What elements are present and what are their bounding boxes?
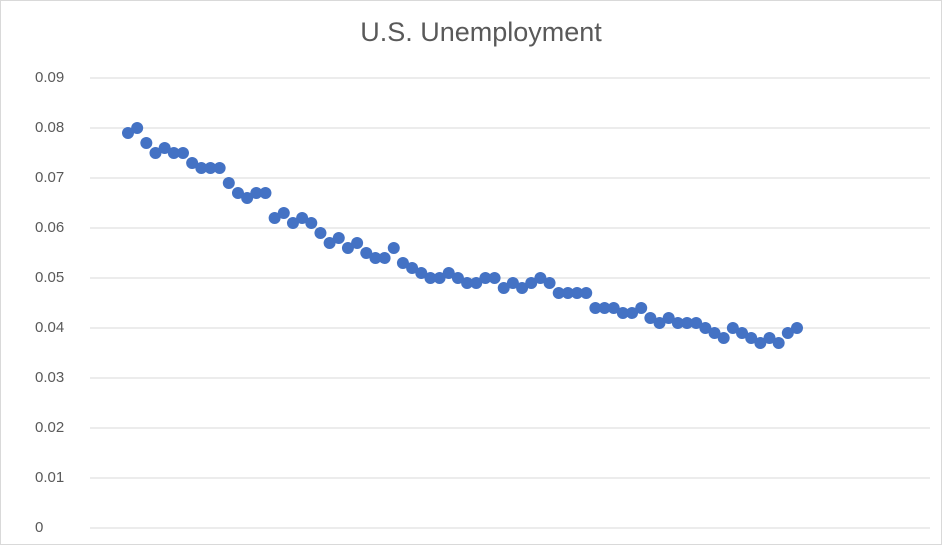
marker bbox=[360, 247, 373, 259]
marker bbox=[607, 302, 620, 314]
marker bbox=[488, 272, 501, 284]
marker bbox=[186, 157, 199, 169]
marker bbox=[204, 162, 217, 174]
y-tick-label: 0.02 bbox=[35, 419, 64, 436]
marker bbox=[506, 277, 519, 289]
y-tick-label: 0.05 bbox=[35, 269, 64, 286]
marker bbox=[754, 337, 767, 349]
marker bbox=[241, 192, 254, 204]
marker bbox=[131, 122, 144, 134]
marker bbox=[387, 242, 400, 254]
marker bbox=[497, 282, 510, 294]
marker bbox=[451, 272, 464, 284]
marker bbox=[681, 317, 694, 329]
marker bbox=[167, 147, 180, 159]
marker bbox=[534, 272, 547, 284]
marker bbox=[470, 277, 483, 289]
y-tick-label: 0.01 bbox=[35, 469, 64, 486]
marker bbox=[653, 317, 666, 329]
marker bbox=[396, 257, 409, 269]
y-tick-label: 0 bbox=[35, 519, 43, 536]
marker bbox=[543, 277, 556, 289]
marker bbox=[461, 277, 474, 289]
marker bbox=[772, 337, 785, 349]
marker bbox=[589, 302, 602, 314]
marker bbox=[140, 137, 153, 149]
marker bbox=[314, 227, 327, 239]
y-tick-label: 0.06 bbox=[35, 219, 64, 236]
marker bbox=[516, 282, 529, 294]
y-tick-label: 0.08 bbox=[35, 119, 64, 136]
marker bbox=[213, 162, 226, 174]
marker bbox=[745, 332, 758, 344]
marker bbox=[424, 272, 437, 284]
marker bbox=[525, 277, 538, 289]
marker bbox=[442, 267, 455, 279]
chart-title: U.S. Unemployment bbox=[360, 17, 602, 47]
y-tick-label: 0.07 bbox=[35, 169, 64, 186]
marker bbox=[122, 127, 134, 139]
marker bbox=[626, 307, 639, 319]
marker bbox=[726, 322, 739, 334]
y-tick-label: 0.04 bbox=[35, 319, 64, 336]
marker bbox=[580, 287, 593, 299]
marker bbox=[561, 287, 574, 299]
marker bbox=[635, 302, 648, 314]
marker bbox=[671, 317, 684, 329]
marker bbox=[351, 237, 364, 249]
marker bbox=[552, 287, 565, 299]
marker bbox=[305, 217, 318, 229]
marker bbox=[662, 312, 675, 324]
marker bbox=[736, 327, 749, 339]
marker bbox=[699, 322, 712, 334]
marker bbox=[268, 212, 281, 224]
marker bbox=[616, 307, 629, 319]
marker bbox=[341, 242, 354, 254]
marker bbox=[433, 272, 446, 284]
marker bbox=[277, 207, 290, 219]
marker bbox=[195, 162, 208, 174]
marker bbox=[644, 312, 657, 324]
marker bbox=[791, 322, 803, 334]
marker bbox=[231, 187, 244, 199]
marker bbox=[259, 187, 272, 199]
marker bbox=[415, 267, 428, 279]
marker bbox=[717, 332, 730, 344]
marker bbox=[222, 177, 235, 189]
marker bbox=[286, 217, 299, 229]
marker bbox=[176, 147, 189, 159]
marker bbox=[763, 332, 776, 344]
marker bbox=[250, 187, 263, 199]
marker bbox=[149, 147, 162, 159]
marker bbox=[690, 317, 703, 329]
marker bbox=[369, 252, 382, 264]
marker bbox=[158, 142, 171, 154]
marker bbox=[598, 302, 611, 314]
y-tick-label: 0.03 bbox=[35, 369, 64, 386]
marker bbox=[378, 252, 391, 264]
marker bbox=[479, 272, 492, 284]
marker bbox=[571, 287, 584, 299]
marker bbox=[781, 327, 794, 339]
marker bbox=[708, 327, 721, 339]
marker bbox=[406, 262, 419, 274]
marker bbox=[323, 237, 336, 249]
marker bbox=[296, 212, 309, 224]
marker bbox=[332, 232, 345, 244]
y-tick-label: 0.09 bbox=[35, 69, 64, 86]
